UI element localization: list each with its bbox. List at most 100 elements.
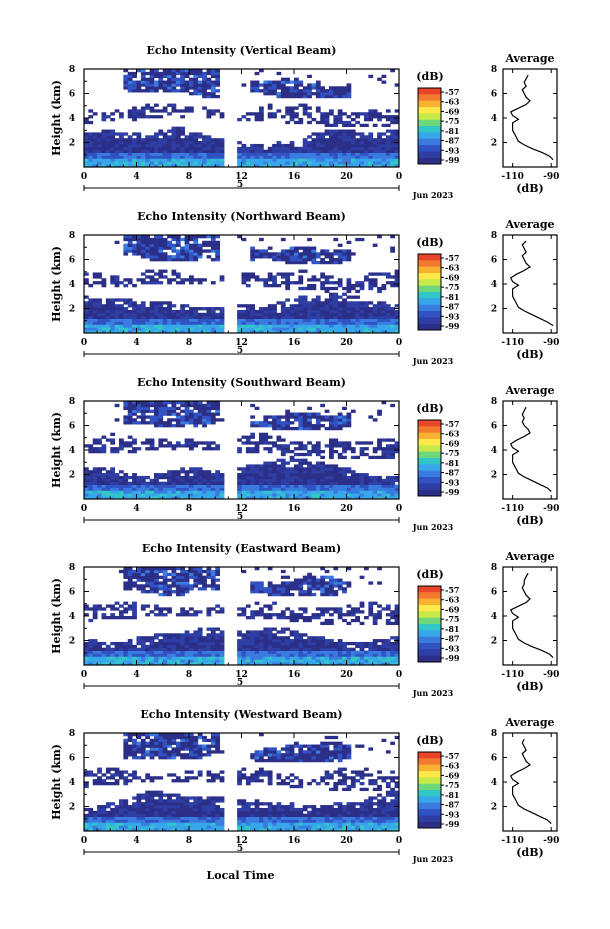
heatmap-cell [324, 120, 330, 125]
average-x-tick-label: -90 [543, 504, 559, 514]
heatmap-cell [346, 444, 352, 448]
heatmap-cell [215, 406, 221, 411]
heatmap-cell [355, 149, 361, 153]
heatmap-cell [197, 315, 203, 319]
heatmap-cell [189, 415, 194, 419]
heatmap-cell [324, 659, 330, 663]
heatmap-cell [140, 575, 146, 579]
heatmap-cell [162, 309, 168, 314]
heatmap-cell [394, 309, 400, 314]
heatmap-cell [184, 493, 190, 497]
heatmap-cell [184, 659, 190, 663]
heatmap-cell [149, 115, 155, 119]
heatmap-cell [267, 636, 273, 640]
y-axis-label: Height (km) [50, 246, 63, 322]
heatmap-cell [390, 403, 396, 408]
heatmap-cell [210, 572, 216, 577]
heatmap-cell [180, 590, 186, 594]
heatmap-cell [105, 470, 111, 474]
heatmap-cell [167, 578, 172, 582]
heatmap-cell [368, 478, 374, 483]
heatmap-cell [197, 587, 203, 591]
heatmap-cell [302, 327, 308, 331]
heatmap-cell [320, 587, 326, 591]
heatmap-cell [140, 478, 146, 483]
heatmap-cell [167, 639, 172, 643]
heatmap-cell [123, 307, 129, 311]
heatmap-cell [171, 327, 177, 331]
heatmap-cell [298, 653, 304, 657]
heatmap-cell [197, 321, 203, 325]
heatmap-cell [154, 252, 159, 256]
heatmap-cell [132, 249, 137, 253]
heatmap-cell [210, 158, 216, 162]
heatmap-cell [276, 272, 282, 276]
heatmap-cell [88, 475, 94, 480]
heatmap-cell [350, 481, 356, 485]
heatmap-cell [97, 301, 102, 305]
heatmap-cell [210, 327, 216, 331]
heatmap-cell [162, 421, 168, 425]
heatmap-cell [193, 653, 199, 657]
heatmap-cell [298, 295, 304, 299]
heatmap-cell [263, 464, 269, 468]
heatmap-cell [294, 470, 299, 474]
heatmap-cell [202, 135, 207, 139]
heatmap-cell [180, 155, 186, 159]
heatmap-cell [184, 152, 190, 156]
heatmap-cell [237, 315, 242, 319]
heatmap-cell [337, 120, 343, 125]
heatmap-cell [364, 327, 369, 331]
heatmap-cell [158, 569, 164, 574]
heatmap-cell [385, 143, 391, 148]
heatmap-cell [385, 312, 391, 317]
heatmap-cell [267, 590, 273, 594]
heatmap-cell [307, 481, 312, 485]
heatmap-cell [136, 415, 142, 419]
heatmap-cell [355, 315, 361, 319]
heatmap-cell [333, 120, 339, 125]
heatmap-cell [110, 496, 116, 500]
heatmap-cell [337, 164, 343, 168]
heatmap-cell [377, 447, 382, 451]
heatmap-cell [154, 406, 159, 411]
heatmap-cell [149, 447, 155, 451]
heatmap-cell [337, 255, 343, 259]
heatmap-cell [307, 584, 312, 588]
heatmap-cell [302, 659, 308, 663]
heatmap-cell [289, 481, 295, 485]
heatmap-cell [84, 120, 89, 125]
heatmap-cell [97, 164, 102, 168]
heatmap-cell [350, 312, 356, 317]
heatmap-cell [114, 312, 120, 317]
heatmap-cell [110, 321, 116, 325]
heatmap-cell [280, 92, 286, 96]
heatmap-cell [127, 581, 133, 585]
heatmap-cell [184, 315, 190, 319]
heatmap-cell [302, 269, 308, 273]
heatmap-cell [202, 164, 207, 168]
heatmap-cell [189, 155, 194, 159]
heatmap-cell [219, 155, 225, 159]
heatmap-cell [272, 252, 277, 256]
heatmap-cell [377, 118, 382, 122]
heatmap-cell [167, 633, 172, 637]
heatmap-cell [197, 567, 203, 571]
heatmap-cell [140, 656, 146, 660]
heatmap-cell [285, 584, 291, 588]
heatmap-cell [184, 80, 190, 84]
heatmap-cell [329, 309, 334, 314]
heatmap-cell [320, 621, 326, 626]
heatmap-cell [372, 152, 378, 156]
heatmap-cell [285, 307, 291, 311]
heatmap-cell [280, 467, 286, 471]
y-tick-label: 8 [69, 65, 75, 75]
heatmap-cell [337, 473, 343, 477]
heatmap-cell [337, 327, 343, 331]
heatmap-cell [184, 639, 190, 643]
heatmap-cell [88, 158, 94, 162]
heatmap-cell [324, 281, 330, 285]
heatmap-cell [154, 650, 159, 654]
heatmap-cell [346, 487, 352, 491]
heatmap-cell [315, 424, 321, 428]
